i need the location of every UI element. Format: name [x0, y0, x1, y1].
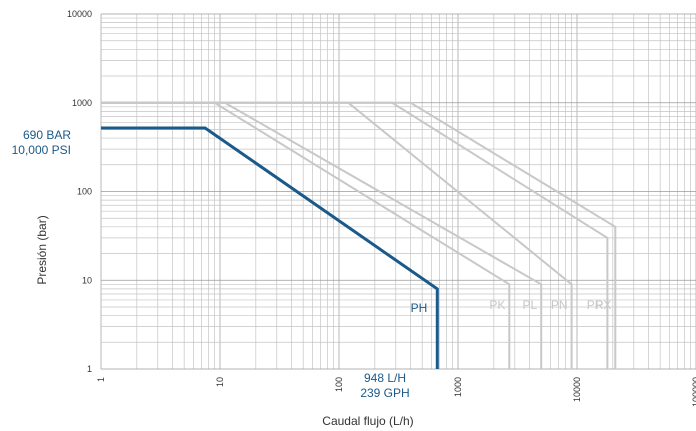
y-axis-label: Presión (bar)	[35, 215, 49, 284]
series-line-px	[101, 101, 617, 369]
series-line-pk	[101, 101, 511, 369]
series-label-pl: PL	[522, 298, 537, 312]
x-tick-label: 100	[334, 377, 344, 392]
series-label-ph: PH	[411, 301, 428, 315]
series-line-pn	[101, 101, 573, 369]
x-tick-label: 100000	[691, 377, 696, 407]
x-tick-label: 1000	[453, 377, 463, 397]
max-pressure-bar-label: 690 BAR	[23, 128, 71, 142]
max-pressure-psi-label: 10,000 PSI	[12, 143, 71, 157]
y-tick-label: 1	[87, 364, 92, 374]
series-line-pr	[101, 101, 609, 369]
max-flow-gph-label: 239 GPH	[360, 386, 409, 400]
chart-labels: 1 10 100 1000 10000 1 10 100 1000 10000 100000 PH PK…	[67, 9, 696, 407]
x-tick-label: 10	[215, 377, 225, 387]
max-flow-lh-label: 948 L/H	[364, 371, 406, 385]
y-tick-label: 100	[77, 187, 92, 197]
series-label-pn: PN	[551, 298, 568, 312]
series-label-px: PX	[595, 298, 611, 312]
chart-curves	[101, 101, 617, 369]
y-tick-label: 10	[82, 275, 92, 285]
y-tick-label: 10000	[67, 9, 92, 19]
series-line-ph	[101, 126, 439, 369]
series-label-pr: PR	[587, 298, 604, 312]
chart-grid	[100, 13, 696, 370]
x-tick-label: 1	[96, 377, 106, 382]
y-tick-label: 1000	[72, 98, 92, 108]
series-label-pk: PK	[489, 298, 505, 312]
x-tick-label: 10000	[572, 377, 582, 402]
x-axis-label: Caudal flujo (L/h)	[322, 414, 413, 428]
